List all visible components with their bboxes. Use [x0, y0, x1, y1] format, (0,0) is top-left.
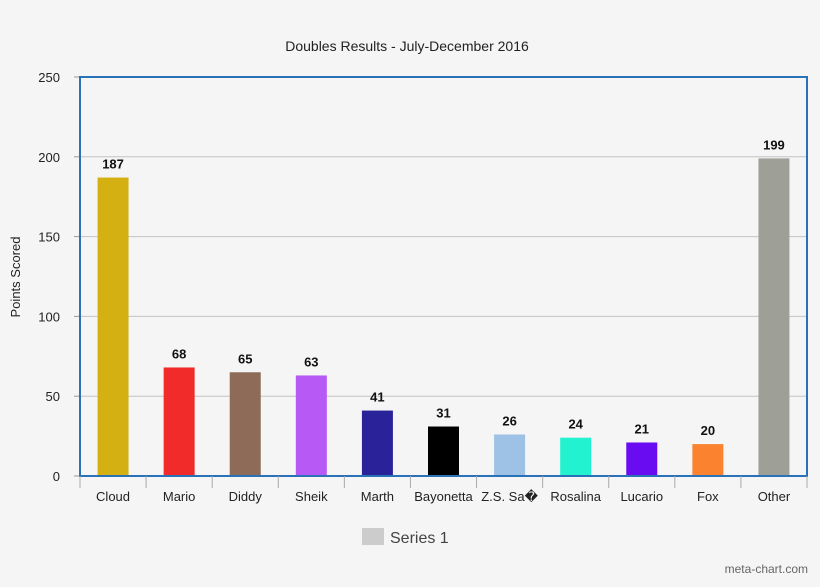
bar-9[interactable] [692, 444, 724, 476]
gridlines [80, 156, 807, 397]
bar-6[interactable] [494, 434, 526, 476]
data-label: 199 [763, 137, 785, 152]
bar-8[interactable] [626, 442, 658, 476]
bar-5[interactable] [428, 426, 459, 476]
x-tick-label: Fox [697, 489, 719, 504]
y-tick-label: 0 [53, 469, 60, 484]
data-label: 187 [102, 157, 124, 172]
data-label: 68 [172, 346, 186, 361]
bar-2[interactable] [229, 372, 261, 476]
legend-swatch[interactable] [362, 528, 384, 545]
credit-text: meta-chart.com [725, 562, 808, 576]
bar-1[interactable] [163, 367, 195, 476]
x-tick-label: Bayonetta [414, 489, 473, 504]
plot-frame [79, 76, 808, 477]
chart-title: Doubles Results - July-December 2016 [285, 38, 529, 54]
y-axis-label: Points Scored [8, 237, 23, 318]
y-axis-ticks: 0 50 100 150 200 250 [38, 70, 80, 484]
bar-0[interactable] [97, 177, 129, 476]
data-label: 21 [635, 421, 649, 436]
bars [97, 158, 790, 476]
x-tick-label: Sheik [295, 489, 328, 504]
x-tick-label: Lucario [620, 489, 663, 504]
x-tick-label: Mario [163, 489, 196, 504]
y-tick-label: 200 [38, 150, 60, 165]
bar-7[interactable] [560, 437, 592, 476]
x-tick-label: Z.S. Sa� [481, 489, 538, 504]
data-label: 26 [502, 414, 516, 429]
legend-label[interactable]: Series 1 [390, 530, 449, 547]
data-label: 65 [238, 351, 252, 366]
bar-4[interactable] [361, 410, 393, 476]
x-tick-label: Rosalina [550, 489, 601, 504]
y-tick-label: 150 [38, 230, 60, 245]
data-label: 41 [370, 390, 384, 405]
legend[interactable]: Series 1 [362, 528, 449, 547]
x-axis: Cloud Mario Diddy Sheik Marth Bayonetta Z.S. S… [79, 476, 808, 504]
x-tick-label: Diddy [229, 489, 263, 504]
data-label: 63 [304, 354, 318, 369]
data-label: 31 [436, 406, 450, 421]
bar-3[interactable] [295, 375, 327, 476]
data-label: 20 [701, 423, 715, 438]
y-tick-label: 250 [38, 70, 60, 85]
data-labels: 187 68 65 63 41 31 26 24 21 20 199 [102, 137, 785, 438]
x-tick-label: Other [758, 489, 791, 504]
data-label: 24 [568, 417, 583, 432]
x-tick-label: Cloud [96, 489, 130, 504]
y-tick-label: 50 [46, 389, 60, 404]
y-tick-label: 100 [38, 309, 60, 324]
x-tick-label: Marth [361, 489, 394, 504]
bar-10[interactable] [758, 158, 790, 476]
